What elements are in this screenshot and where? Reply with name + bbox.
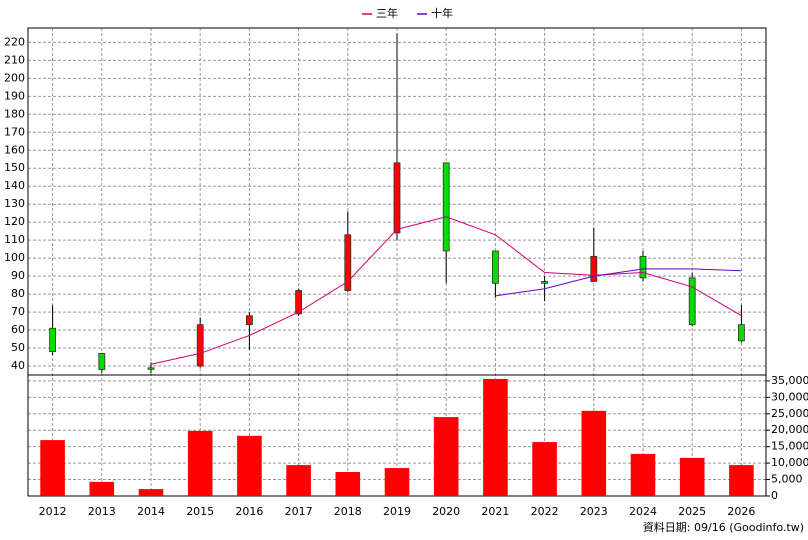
volume-bar xyxy=(483,378,508,496)
y-tick-label: 190 xyxy=(4,89,25,102)
volume-bar xyxy=(138,489,164,496)
y-tick-label: 80 xyxy=(11,287,25,300)
x-tick-label: 2017 xyxy=(285,505,313,518)
candle-body xyxy=(639,255,647,279)
y2-tick-label: 20,000 xyxy=(771,423,808,436)
x-tick-label: 2022 xyxy=(531,505,559,518)
x-tick-label: 2024 xyxy=(629,505,657,518)
ma-line xyxy=(150,216,742,365)
volume-bar xyxy=(581,410,607,496)
volume-bar xyxy=(237,435,262,496)
y-tick-label: 130 xyxy=(4,197,25,210)
x-tick-label: 2020 xyxy=(432,505,460,518)
candle-body xyxy=(344,234,352,291)
y-tick-label: 170 xyxy=(4,125,25,138)
candle-body xyxy=(196,324,204,367)
candle-body xyxy=(49,327,56,353)
source-note: 資料日期: 09/16 (Goodinfo.tw) xyxy=(643,520,804,534)
volume-bar xyxy=(335,471,361,496)
volume-bar xyxy=(89,481,115,496)
y2-tick-label: 30,000 xyxy=(771,390,808,403)
volume-bar xyxy=(532,442,557,496)
y-tick-label: 160 xyxy=(4,143,25,156)
x-tick-label: 2025 xyxy=(678,505,706,518)
volume-bar xyxy=(433,417,459,496)
candle-body xyxy=(147,367,155,370)
candle-body xyxy=(491,250,499,284)
y-tick-label: 40 xyxy=(11,359,25,372)
y-tick-label: 70 xyxy=(11,305,25,318)
volume-bar xyxy=(40,440,65,496)
volume-bar xyxy=(286,465,311,496)
candle-body xyxy=(393,162,401,234)
volume-bar xyxy=(630,453,656,496)
y-tick-label: 90 xyxy=(11,269,25,282)
y-tick-label: 220 xyxy=(4,35,25,48)
y-tick-label: 180 xyxy=(4,107,25,120)
y-tick-label: 210 xyxy=(4,53,25,66)
volume-bar xyxy=(187,430,213,496)
y2-tick-label: 25,000 xyxy=(771,407,808,420)
volume-bar xyxy=(729,465,754,496)
y2-tick-label: 35,000 xyxy=(771,374,808,387)
y-tick-label: 150 xyxy=(4,161,25,174)
y-tick-label: 50 xyxy=(11,341,25,354)
candle-body xyxy=(245,315,253,326)
y-tick-label: 60 xyxy=(11,323,25,336)
candle-body xyxy=(738,324,745,342)
x-tick-label: 2018 xyxy=(334,505,362,518)
y-tick-label: 100 xyxy=(4,251,25,264)
y2-tick-label: 0 xyxy=(771,489,778,502)
candle-body xyxy=(590,255,598,282)
x-tick-label: 2026 xyxy=(727,505,755,518)
x-tick-label: 2014 xyxy=(137,505,165,518)
x-tick-label: 2019 xyxy=(383,505,411,518)
x-tick-label: 2013 xyxy=(88,505,116,518)
y-tick-label: 110 xyxy=(4,233,25,246)
y-tick-label: 200 xyxy=(4,71,25,84)
y2-tick-label: 10,000 xyxy=(771,456,808,469)
x-tick-label: 2012 xyxy=(39,505,67,518)
y-tick-label: 120 xyxy=(4,215,25,228)
candle-body xyxy=(442,162,450,252)
volume-bar xyxy=(679,457,705,496)
y-tick-label: 140 xyxy=(4,179,25,192)
x-tick-label: 2023 xyxy=(580,505,608,518)
volume-bar xyxy=(384,468,410,496)
y2-tick-label: 5,000 xyxy=(771,473,803,486)
candle-body xyxy=(688,277,696,326)
legend-label: 三年 xyxy=(376,6,398,20)
y2-tick-label: 15,000 xyxy=(771,440,808,453)
legend-label: 十年 xyxy=(431,6,453,20)
candle-body xyxy=(98,353,106,371)
candle-body xyxy=(541,281,548,284)
candle-body xyxy=(295,290,303,315)
ma-line xyxy=(495,268,742,297)
x-tick-label: 2016 xyxy=(235,505,263,518)
x-tick-label: 2015 xyxy=(186,505,214,518)
x-tick-label: 2021 xyxy=(481,505,509,518)
